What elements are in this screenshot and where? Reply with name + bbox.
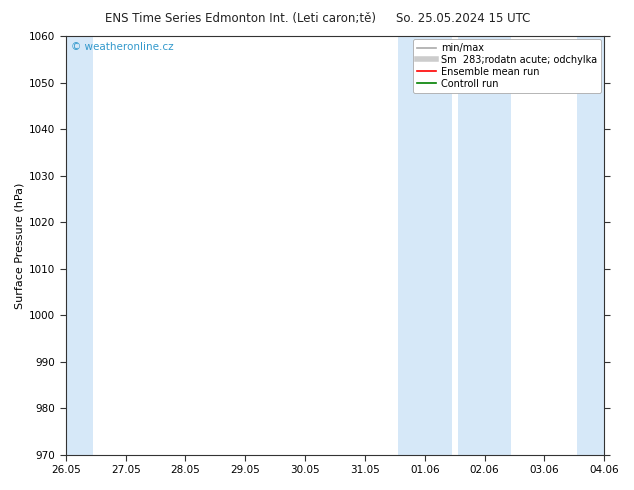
Bar	[398, 36, 451, 455]
Text: So. 25.05.2024 15 UTC: So. 25.05.2024 15 UTC	[396, 12, 530, 25]
Text: © weatheronline.cz: © weatheronline.cz	[71, 43, 174, 52]
Bar	[578, 36, 604, 455]
Legend: min/max, Sm  283;rodatn acute; odchylka, Ensemble mean run, Controll run: min/max, Sm 283;rodatn acute; odchylka, …	[413, 39, 601, 93]
Bar	[458, 36, 512, 455]
Y-axis label: Surface Pressure (hPa): Surface Pressure (hPa)	[15, 182, 25, 309]
Bar	[66, 36, 93, 455]
Text: ENS Time Series Edmonton Int. (Leti caron;tě): ENS Time Series Edmonton Int. (Leti caro…	[105, 12, 377, 25]
